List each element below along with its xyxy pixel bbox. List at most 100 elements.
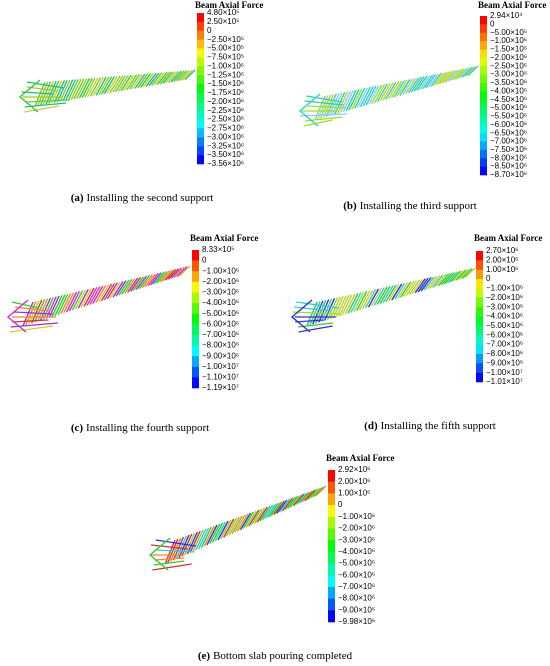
member <box>65 291 78 313</box>
member <box>131 73 143 90</box>
caption-label: (d) <box>364 420 378 432</box>
color-band <box>328 586 335 599</box>
member <box>262 504 274 521</box>
member <box>144 273 156 288</box>
member <box>106 282 118 300</box>
member <box>259 505 271 522</box>
member <box>438 273 450 287</box>
member <box>57 293 69 316</box>
color-band <box>476 251 483 261</box>
legend-label: −3.50×10⁶ <box>490 78 527 87</box>
legend-label: −3.00×10⁶ <box>486 302 523 311</box>
color-band <box>328 505 335 518</box>
member <box>453 68 465 81</box>
member <box>345 89 357 112</box>
member <box>150 272 162 286</box>
member <box>98 76 110 96</box>
member <box>325 93 337 117</box>
caption-label: (e) <box>198 650 211 662</box>
legend-label: 4.80×10⁵ <box>207 8 239 17</box>
legend-label: −5.00×10⁶ <box>338 559 375 568</box>
member <box>400 281 412 298</box>
color-band <box>197 146 204 156</box>
legend-label: −5.00×10⁵ <box>207 44 244 53</box>
member <box>51 80 63 104</box>
member <box>344 293 356 315</box>
legend-label: −1.00×10⁶ <box>202 266 239 275</box>
member <box>326 297 339 321</box>
member <box>284 496 296 510</box>
member <box>95 76 107 96</box>
legend-label: −1.00×10⁶ <box>486 284 523 293</box>
member <box>103 76 116 95</box>
legend-label: −7.50×10⁵ <box>207 53 244 62</box>
member <box>167 268 179 280</box>
member <box>92 285 104 304</box>
legend-label: −2.75×10⁶ <box>207 124 244 133</box>
legend-label: −1.00×10⁶ <box>207 61 244 70</box>
caption: (e) Bottom slab pouring completed <box>198 650 353 662</box>
panel: Beam Axial Force2.94×10⁴0−5.00×10⁵−1.00×… <box>298 0 546 212</box>
member <box>307 488 319 500</box>
color-band <box>328 516 335 529</box>
member <box>417 277 429 293</box>
member <box>423 276 435 291</box>
member <box>220 519 232 539</box>
color-band <box>197 92 204 103</box>
member <box>429 275 441 289</box>
member <box>309 487 321 499</box>
member <box>63 292 75 314</box>
member <box>100 283 113 302</box>
member <box>430 72 442 87</box>
color-band <box>197 128 204 138</box>
legend-label: −1.00×10⁶ <box>338 512 375 521</box>
legend-label: −3.00×10⁶ <box>338 535 375 544</box>
member <box>365 85 377 106</box>
member <box>101 76 113 95</box>
member <box>130 276 142 292</box>
color-band <box>192 260 199 272</box>
caption-text: Bottom slab pouring completed <box>213 650 353 662</box>
member <box>147 272 159 287</box>
legend-label: −1.75×10⁶ <box>207 88 244 97</box>
legend-label: −8.00×10⁶ <box>486 349 523 358</box>
member <box>426 275 438 290</box>
member <box>373 287 385 306</box>
member <box>151 72 163 86</box>
caption-text: Installing the second support <box>87 192 214 204</box>
color-band <box>197 75 204 85</box>
member <box>95 284 107 304</box>
member <box>424 73 437 89</box>
member <box>156 549 195 553</box>
structure <box>298 65 479 127</box>
member <box>446 271 458 284</box>
color-band <box>480 16 487 25</box>
member <box>408 279 420 296</box>
member <box>127 277 139 293</box>
member <box>242 511 254 529</box>
member <box>441 70 454 84</box>
member <box>391 283 403 301</box>
color-band <box>476 279 483 289</box>
member <box>179 265 191 277</box>
legend-label: −7.00×10⁶ <box>490 137 527 146</box>
legend-label: −6.00×10⁶ <box>486 330 523 339</box>
color-band <box>476 353 483 364</box>
legend-label: 0 <box>338 500 343 509</box>
legend-label: −3.50×10⁶ <box>207 150 244 159</box>
member <box>203 525 215 547</box>
member <box>290 299 313 333</box>
member <box>348 89 360 111</box>
legend-label: −1.25×10⁶ <box>207 70 244 79</box>
member <box>162 71 174 84</box>
legend-label: −8.70×10⁶ <box>490 170 527 179</box>
structure <box>18 69 196 113</box>
member <box>388 81 400 99</box>
caption: (c) Installing the fourth support <box>71 422 209 434</box>
legend-title: Beam Axial Force <box>474 233 542 243</box>
member <box>390 80 403 99</box>
color-band <box>476 288 483 299</box>
legend-label: −1.50×10⁶ <box>207 79 244 88</box>
legend-title: Beam Axial Force <box>195 0 263 10</box>
member <box>234 514 246 533</box>
